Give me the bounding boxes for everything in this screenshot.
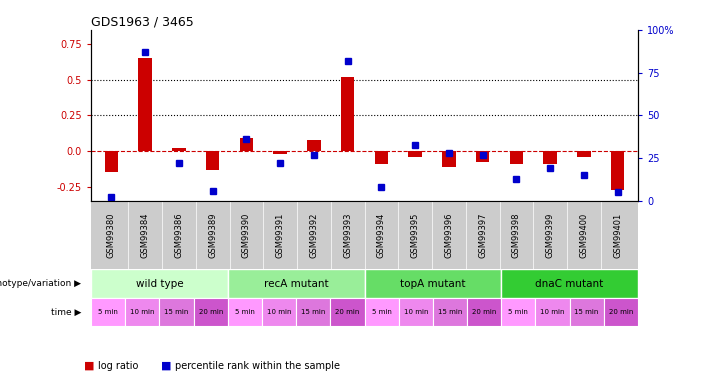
Text: topA mutant: topA mutant [400, 279, 465, 288]
Text: 10 min: 10 min [267, 309, 292, 315]
Text: 5 min: 5 min [98, 309, 118, 315]
Text: 20 min: 20 min [198, 309, 223, 315]
Bar [467, 298, 501, 326]
Text: genotype/variation ▶: genotype/variation ▶ [0, 279, 81, 288]
Bar [365, 269, 501, 298]
Bar [365, 298, 399, 326]
Bar [510, 151, 523, 164]
Text: 15 min: 15 min [301, 309, 325, 315]
Bar [543, 151, 557, 164]
Bar [501, 269, 638, 298]
Text: GSM99389: GSM99389 [208, 212, 217, 258]
Bar [476, 151, 489, 162]
Text: GSM99398: GSM99398 [512, 212, 521, 258]
Bar [262, 298, 296, 326]
Text: 20 min: 20 min [335, 309, 360, 315]
Bar [577, 151, 591, 157]
Text: GSM99392: GSM99392 [309, 212, 318, 258]
Text: dnaC mutant: dnaC mutant [536, 279, 604, 288]
Text: GSM99391: GSM99391 [275, 212, 285, 258]
Text: GSM99386: GSM99386 [175, 212, 184, 258]
Text: GSM99394: GSM99394 [377, 212, 386, 258]
Bar [91, 298, 125, 326]
Bar [501, 298, 536, 326]
Text: 15 min: 15 min [437, 309, 462, 315]
Bar [172, 148, 186, 151]
Text: GSM99395: GSM99395 [411, 212, 420, 258]
Text: GSM99397: GSM99397 [478, 212, 487, 258]
Text: GSM99401: GSM99401 [613, 213, 622, 258]
Text: GSM99396: GSM99396 [444, 212, 454, 258]
Text: GSM99400: GSM99400 [580, 213, 588, 258]
Bar [125, 298, 160, 326]
Bar [104, 151, 118, 172]
Text: 5 min: 5 min [235, 309, 255, 315]
Text: GSM99399: GSM99399 [545, 212, 554, 258]
Bar [374, 151, 388, 164]
Bar [138, 58, 152, 151]
Text: GSM99390: GSM99390 [242, 212, 251, 258]
Bar [341, 77, 355, 151]
Text: recA mutant: recA mutant [264, 279, 329, 288]
Bar [442, 151, 456, 167]
Text: GSM99384: GSM99384 [141, 212, 149, 258]
Bar [330, 298, 365, 326]
Text: GDS1963 / 3465: GDS1963 / 3465 [91, 16, 194, 29]
Text: GSM99380: GSM99380 [107, 212, 116, 258]
Bar [240, 138, 253, 151]
Text: 10 min: 10 min [404, 309, 428, 315]
Bar [399, 298, 433, 326]
Bar [307, 140, 320, 151]
Bar [409, 151, 422, 157]
Text: ■: ■ [84, 361, 95, 370]
Text: 20 min: 20 min [608, 309, 633, 315]
Text: GSM99393: GSM99393 [343, 212, 352, 258]
Bar [91, 269, 228, 298]
Bar [228, 269, 365, 298]
Text: 15 min: 15 min [164, 309, 189, 315]
Bar [228, 298, 262, 326]
Bar [273, 151, 287, 154]
Bar [611, 151, 625, 189]
Bar [433, 298, 467, 326]
Text: 20 min: 20 min [472, 309, 496, 315]
Text: log ratio: log ratio [98, 361, 139, 370]
Bar [297, 298, 330, 326]
Bar [206, 151, 219, 170]
Bar [193, 298, 228, 326]
Text: wild type: wild type [136, 279, 183, 288]
Bar [604, 298, 638, 326]
Text: ■: ■ [161, 361, 172, 370]
Bar [536, 298, 569, 326]
Text: percentile rank within the sample: percentile rank within the sample [175, 361, 340, 370]
Text: 5 min: 5 min [372, 309, 392, 315]
Bar [569, 298, 604, 326]
Bar [160, 298, 193, 326]
Text: 10 min: 10 min [130, 309, 155, 315]
Text: 15 min: 15 min [574, 309, 599, 315]
Text: time ▶: time ▶ [50, 308, 81, 316]
Text: 5 min: 5 min [508, 309, 529, 315]
Text: 10 min: 10 min [540, 309, 565, 315]
